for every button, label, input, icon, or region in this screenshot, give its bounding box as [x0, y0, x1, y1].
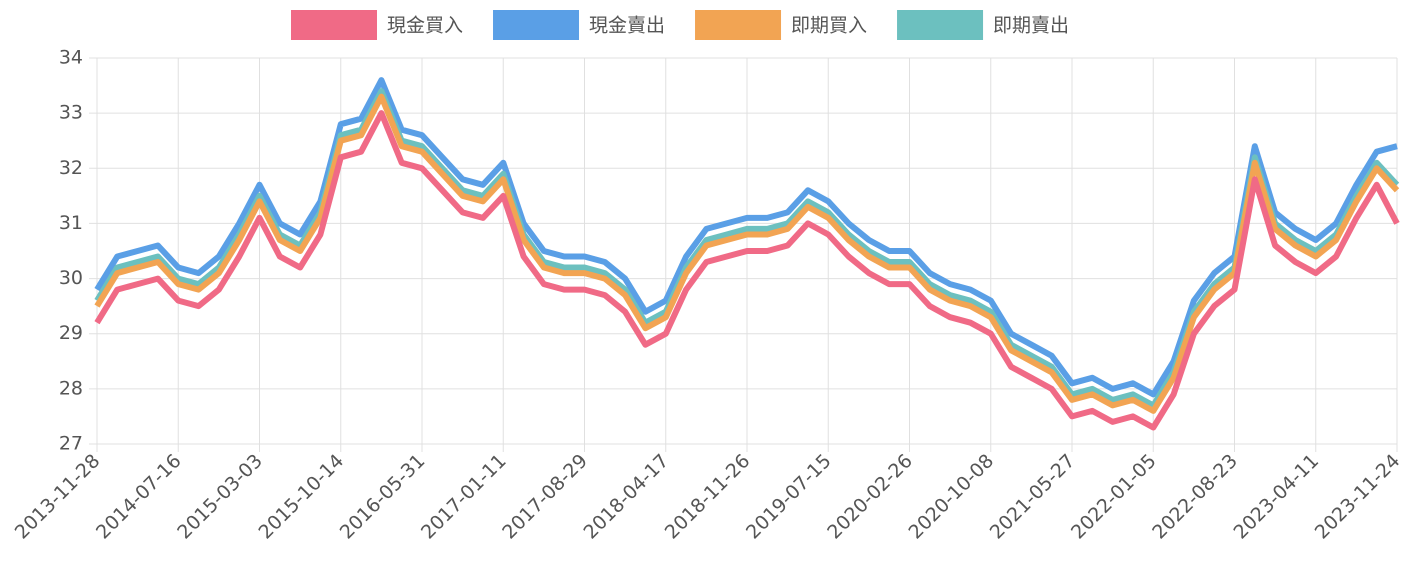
legend-swatch — [493, 10, 580, 40]
y-tick-label: 31 — [59, 212, 83, 234]
x-tick-label: 2019-07-15 — [742, 450, 836, 544]
line-series — [94, 93, 1400, 414]
x-tick-label: 2014-07-16 — [92, 450, 186, 544]
x-tick-label: 2020-10-08 — [905, 450, 999, 544]
legend-label: 即期買入 — [791, 15, 867, 37]
legend-label: 現金賣出 — [589, 15, 665, 37]
x-tick-label: 2015-10-14 — [255, 450, 349, 544]
legend-swatch — [291, 10, 377, 40]
line-series — [94, 110, 1400, 431]
line-series — [94, 77, 1398, 398]
x-tick-label: 2018-04-17 — [580, 450, 674, 544]
x-tick-label: 2023-11-24 — [1311, 450, 1405, 544]
legend-swatch — [897, 10, 984, 40]
x-tick-label: 2013-11-28 — [11, 450, 105, 544]
x-tick-label: 2017-01-11 — [417, 450, 511, 544]
legend: 現金買入 現金賣出 即期買入 即期賣出 — [291, 10, 1069, 40]
y-tick-label: 29 — [59, 322, 83, 344]
x-tick-label: 2016-05-31 — [336, 450, 430, 544]
legend-swatch — [695, 10, 782, 40]
y-tick-label: 33 — [59, 102, 83, 124]
x-tick-label: 2017-08-29 — [498, 450, 592, 544]
y-tick-label: 34 — [59, 47, 83, 69]
x-tick-label: 2023-04-11 — [1230, 450, 1324, 544]
x-tick-label: 2022-08-23 — [1148, 450, 1242, 544]
y-tick-label: 30 — [59, 267, 83, 289]
legend-label: 現金買入 — [387, 15, 463, 37]
x-tick-label: 2015-03-03 — [173, 450, 267, 544]
x-tick-label: 2020-02-26 — [823, 450, 917, 544]
x-tick-label: 2021-05-27 — [986, 450, 1080, 544]
y-tick-label: 28 — [59, 377, 83, 399]
legend-label: 即期賣出 — [993, 15, 1069, 37]
x-tick-label: 2018-11-26 — [661, 450, 755, 544]
y-tick-label: 27 — [59, 433, 83, 455]
x-tick-label: 2022-01-05 — [1067, 450, 1161, 544]
y-tick-label: 32 — [59, 157, 83, 179]
